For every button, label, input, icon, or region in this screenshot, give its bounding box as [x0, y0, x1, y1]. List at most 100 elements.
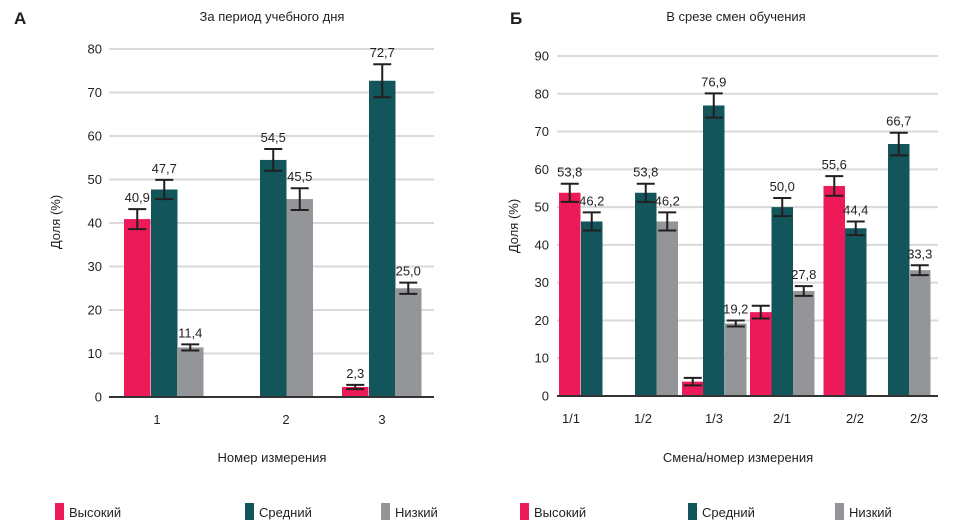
chart-b-bar-medium	[888, 144, 910, 396]
chart-b-error-bar	[726, 319, 745, 328]
chart-b-bar-low	[656, 221, 678, 396]
chart-b-error-bar	[658, 211, 677, 232]
legend: Высокий Средний Низкий Высокий Средний Низкий	[55, 503, 892, 520]
chart-b-data-label: 66,7	[886, 114, 911, 129]
legend-swatch-medium	[245, 503, 254, 520]
chart-a-y-tick-label: 0	[95, 390, 102, 405]
chart-b-bar-low	[793, 290, 815, 396]
chart-a-data-label: 25,0	[396, 264, 421, 279]
chart-a-error-bar	[181, 343, 200, 352]
chart-a-error-bar	[155, 178, 174, 201]
chart-b-error-bar	[636, 182, 655, 203]
chart-a-error-bar	[264, 148, 283, 172]
chart-b-error-bar	[683, 376, 702, 387]
chart-b-error-bar	[751, 304, 770, 320]
chart-b-data-label: 33,3	[907, 246, 932, 261]
chart-a-bar-medium	[260, 159, 287, 397]
chart-a-bar-low	[286, 199, 313, 397]
chart-a-title: За период учебного дня	[200, 9, 345, 24]
chart-b-data-label: 53,8	[557, 165, 582, 180]
legend-label-high: Высокий	[534, 505, 586, 520]
chart-b-ylabel: Доля (%)	[506, 199, 521, 253]
chart-a-data-label: 45,5	[287, 169, 312, 184]
legend-swatch-high	[520, 503, 529, 520]
legend-label-high: Высокий	[69, 505, 121, 520]
legend-swatch-high	[55, 503, 64, 520]
chart-b-y-tick-label: 40	[535, 237, 549, 252]
chart-b-bar-low	[725, 323, 747, 396]
chart-b-error-bar	[704, 92, 723, 119]
chart-a-bar-high	[124, 219, 151, 397]
legend-swatch-medium	[688, 503, 697, 520]
chart-a-y-tick-label: 70	[88, 85, 102, 100]
chart-b-xlabel: Смена/номер измерения	[663, 450, 813, 465]
chart-b-title: В срезе смен обучения	[666, 9, 805, 24]
chart-a-y-tick-label: 40	[88, 216, 102, 231]
chart-b-error-bar	[889, 131, 908, 157]
legend-label-medium: Средний	[702, 505, 755, 520]
chart-a-error-bar	[346, 383, 365, 391]
chart-b-bar-medium	[771, 207, 793, 396]
legend-label-medium: Средний	[259, 505, 312, 520]
chart-a-y-tick-label: 20	[88, 303, 102, 318]
chart-b-error-bar	[910, 264, 929, 277]
chart-a-y-tick-label: 60	[88, 129, 102, 144]
chart-b-error-bar	[825, 175, 844, 197]
chart-a-error-bar	[373, 63, 392, 99]
chart-b-error-bar	[794, 285, 813, 297]
chart-a-error-bar	[399, 281, 418, 295]
chart-b-data-label: 44,4	[843, 202, 868, 217]
chart-b-bar-high	[823, 185, 845, 396]
chart-b-x-tick-label: 1/3	[705, 411, 723, 426]
chart-a-bar-high	[342, 386, 369, 397]
chart-a-data-label: 2,3	[346, 366, 364, 381]
chart-a-error-bar	[290, 187, 309, 211]
chart-b-y-tick-label: 20	[535, 313, 549, 328]
chart-b-data-label: 27,8	[791, 267, 816, 282]
chart-b-x-tick-label: 2/1	[773, 411, 791, 426]
chart-b-bar-low	[909, 270, 931, 396]
chart-b-x-tick-label: 1/2	[634, 411, 652, 426]
chart-a-data-label: 72,7	[370, 45, 395, 60]
chart-a-x-tick-label: 2	[282, 412, 289, 427]
chart-b-error-bar	[582, 211, 601, 232]
chart-a-y-tick-label: 10	[88, 346, 102, 361]
chart-a-x-tick-label: 1	[153, 412, 160, 427]
chart-b-data-label: 46,2	[579, 193, 604, 208]
chart-a-x-tick-label: 3	[378, 412, 385, 427]
chart-b-data-label: 46,2	[655, 193, 680, 208]
chart-b-x-tick-label: 1/1	[562, 411, 580, 426]
chart-b-bar-medium	[845, 228, 867, 396]
chart-b-y-tick-label: 60	[535, 162, 549, 177]
chart-a-data-label: 40,9	[125, 190, 150, 205]
chart-b-bar-high	[559, 192, 581, 396]
chart-a-ylabel: Доля (%)	[48, 195, 63, 249]
chart-a-y-tick-label: 80	[88, 42, 102, 57]
chart-b-data-label: 50,0	[770, 179, 795, 194]
chart-b-data-label: 76,9	[701, 74, 726, 89]
legend-label-low: Низкий	[849, 505, 892, 520]
panel-letter-a: А	[14, 9, 26, 28]
panel-letter-b: Б	[510, 9, 522, 28]
chart-b-error-bar	[773, 197, 792, 218]
chart-a: 0 10 20 30 40 50 60 70 80 40,9 2,3 47,7 54,5 72,7 11,4…	[88, 42, 434, 427]
chart-b-y-tick-label: 80	[535, 86, 549, 101]
chart-b-bar-medium	[635, 192, 657, 396]
chart-a-data-label: 54,5	[261, 130, 286, 145]
chart-a-y-tick-label: 30	[88, 259, 102, 274]
chart-b-bar-high	[750, 312, 772, 396]
chart-b-data-label: 55,6	[822, 157, 847, 172]
chart-b-y-tick-label: 50	[535, 200, 549, 215]
chart-a-data-label: 47,7	[152, 161, 177, 176]
chart-b-y-tick-label: 30	[535, 275, 549, 290]
chart-b-error-bar	[560, 182, 579, 203]
chart-a-xlabel: Номер измерения	[218, 450, 327, 465]
chart-b-y-tick-label: 0	[542, 389, 549, 404]
chart-a-y-tick-label: 50	[88, 172, 102, 187]
chart-a-bar-medium	[151, 189, 178, 397]
chart-a-bar-medium	[369, 80, 396, 397]
legend-label-low: Низкий	[395, 505, 438, 520]
chart-b-bar-medium	[581, 221, 603, 396]
chart-b-data-label: 19,2	[723, 301, 748, 316]
